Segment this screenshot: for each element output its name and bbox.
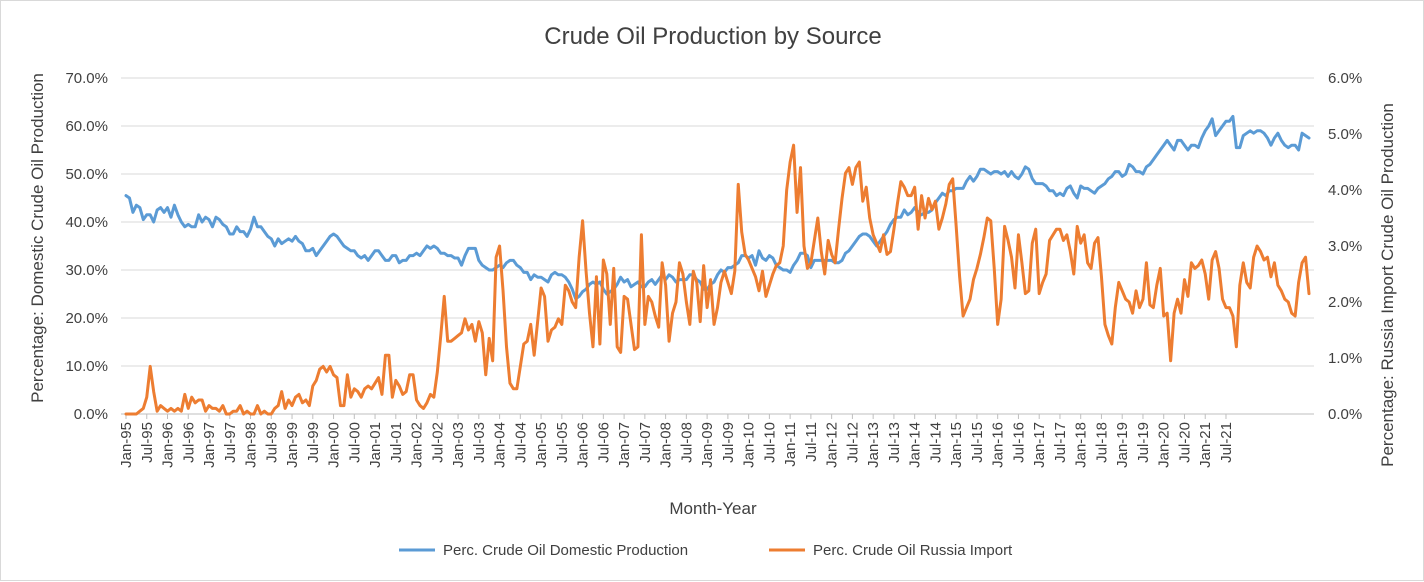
x-tick-label: Jan-03 (450, 422, 467, 468)
x-tick-label: Jul-98 (263, 422, 280, 463)
y-left-tick-label: 0.0% (74, 406, 108, 423)
series-lines (124, 114, 1311, 416)
x-tick-label: Jan-21 (1197, 422, 1214, 468)
y-right-tick-label: 2.0% (1328, 294, 1362, 311)
x-tick-label: Jul-15 (969, 422, 986, 463)
x-tick-label: Jan-14 (907, 422, 924, 468)
legend-label-russia: Perc. Crude Oil Russia Import (813, 542, 1013, 559)
legend: Perc. Crude Oil Domestic Production Perc… (399, 542, 1013, 559)
x-tick-label: Jul-00 (346, 422, 363, 463)
x-tick-label: Jul-13 (886, 422, 903, 463)
x-tick-label: Jul-01 (388, 422, 405, 463)
x-tick-label: Jan-16 (990, 422, 1007, 468)
y-left-tick-label: 50.0% (65, 166, 108, 183)
x-tick-label: Jan-12 (824, 422, 841, 468)
x-tick-label: Jul-12 (844, 422, 861, 463)
x-axis: Jan-95 Jul-95 Jan-96 Jul-96 Jan-97 Jul-97 Jan-… (118, 414, 1235, 468)
x-tick-label: Jan-08 (658, 422, 675, 468)
x-tick-label: Jul-95 (139, 422, 156, 463)
x-axis-title: Month-Year (669, 499, 757, 518)
x-tick-label: Jul-99 (305, 422, 322, 463)
x-tick-label: Jan-98 (243, 422, 260, 468)
x-tick-label: Jan-05 (533, 422, 550, 468)
x-tick-label: Jul-04 (512, 422, 529, 463)
y-right-axis-title: Percentage: Russia Import Crude Oil Prod… (1378, 103, 1397, 467)
x-tick-label: Jan-01 (367, 422, 384, 468)
y-left-tick-label: 60.0% (65, 118, 108, 135)
series-line-russia (124, 143, 1311, 416)
x-tick-label: Jan-06 (575, 422, 592, 468)
y-right-axis: 0.0% 1.0% 2.0% 3.0% 4.0% 5.0% 6.0% (1328, 70, 1362, 423)
y-left-tick-label: 10.0% (65, 358, 108, 375)
x-tick-label: Jan-04 (492, 422, 509, 468)
x-tick-label: Jan-10 (741, 422, 758, 468)
x-tick-label: Jan-02 (409, 422, 426, 468)
gridlines (121, 77, 1314, 415)
x-tick-label: Jan-17 (1031, 422, 1048, 468)
x-tick-label: Jul-05 (554, 422, 571, 463)
y-right-tick-label: 0.0% (1328, 406, 1362, 423)
x-tick-label: Jan-20 (1156, 422, 1173, 468)
x-tick-label: Jul-17 (1052, 422, 1069, 463)
y-left-tick-label: 20.0% (65, 310, 108, 327)
legend-label-domestic: Perc. Crude Oil Domestic Production (443, 542, 688, 559)
x-tick-label: Jul-02 (429, 422, 446, 463)
x-tick-label: Jan-19 (1114, 422, 1131, 468)
x-tick-label: Jan-96 (160, 422, 177, 468)
x-tick-label: Jul-20 (1176, 422, 1193, 463)
series-line-domestic (124, 114, 1311, 301)
x-tick-label: Jul-06 (595, 422, 612, 463)
x-tick-label: Jan-97 (201, 422, 218, 468)
x-tick-label: Jan-07 (616, 422, 633, 468)
x-tick-label: Jan-95 (118, 422, 135, 468)
y-left-tick-label: 30.0% (65, 262, 108, 279)
x-tick-label: Jul-19 (1135, 422, 1152, 463)
y-right-tick-label: 1.0% (1328, 350, 1362, 367)
x-tick-label: Jan-09 (699, 422, 716, 468)
x-tick-label: Jul-14 (927, 422, 944, 463)
y-right-tick-label: 5.0% (1328, 126, 1362, 143)
x-tick-label: Jan-13 (865, 422, 882, 468)
chart-title: Crude Oil Production by Source (544, 23, 882, 50)
x-tick-label: Jul-11 (803, 422, 820, 462)
x-tick-label: Jul-97 (222, 422, 239, 463)
x-tick-label: Jan-18 (1073, 422, 1090, 468)
x-tick-label: Jan-15 (948, 422, 965, 468)
y-right-tick-label: 4.0% (1328, 182, 1362, 199)
y-right-tick-label: 3.0% (1328, 238, 1362, 255)
x-tick-label: Jul-09 (720, 422, 737, 463)
x-tick-label: Jul-96 (180, 422, 197, 463)
x-tick-label: Jul-16 (1010, 422, 1027, 463)
x-tick-label: Jul-21 (1218, 422, 1235, 463)
y-right-tick-label: 6.0% (1328, 70, 1362, 87)
x-tick-label: Jan-99 (284, 422, 301, 468)
y-left-tick-label: 40.0% (65, 214, 108, 231)
x-tick-label: Jul-08 (678, 422, 695, 463)
x-tick-label: Jul-03 (471, 422, 488, 463)
y-left-axis-title: Percentage: Domestic Crude Oil Productio… (28, 73, 47, 403)
x-tick-label: Jan-11 (782, 422, 799, 467)
y-left-tick-label: 70.0% (65, 70, 108, 87)
x-tick-label: Jul-18 (1093, 422, 1110, 463)
y-left-axis: 0.0% 10.0% 20.0% 30.0% 40.0% 50.0% 60.0% 70.0% (65, 70, 108, 423)
x-tick-label: Jan-00 (326, 422, 343, 468)
x-tick-label: Jul-07 (637, 422, 654, 463)
x-tick-label: Jul-10 (761, 422, 778, 463)
